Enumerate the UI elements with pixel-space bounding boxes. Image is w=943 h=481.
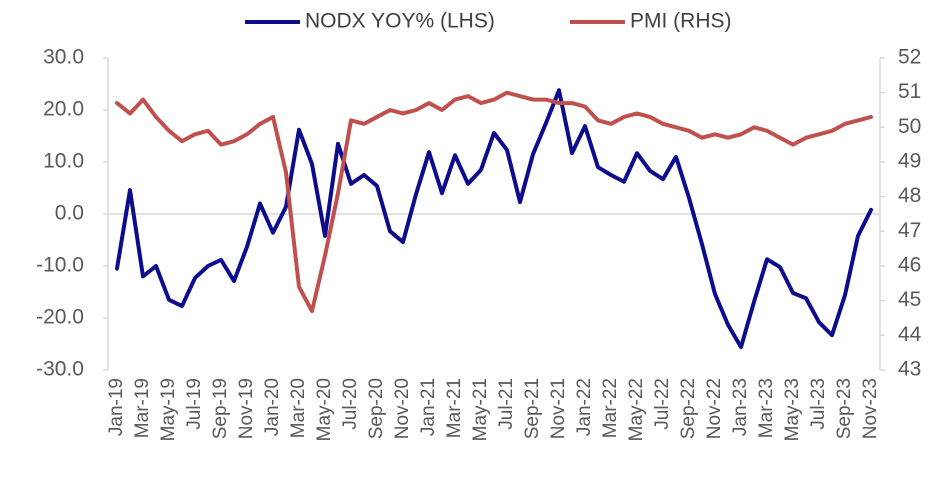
legend-label: PMI (RHS): [630, 10, 732, 33]
series-line: [115, 88, 873, 350]
y2-tick-label: 50: [898, 115, 921, 138]
x-tick-label: Mar-21: [444, 378, 465, 438]
x-tick-label: Jan-20: [262, 378, 283, 436]
y2-tick-label: 46: [898, 254, 921, 277]
x-tick-label: Jul-21: [496, 378, 517, 430]
x-tick-label: Sep-19: [210, 378, 231, 439]
x-tick-label: Sep-20: [366, 378, 387, 439]
x-tick-label: Jul-22: [652, 378, 673, 430]
x-tick-label: Nov-22: [704, 378, 725, 439]
x-tick-label: Nov-19: [236, 378, 257, 439]
x-tick-label: Sep-21: [522, 378, 543, 439]
y-tick-label: 30.0: [43, 46, 84, 69]
x-tick-label: Mar-19: [132, 378, 153, 438]
x-tick-label: Nov-20: [392, 378, 413, 439]
x-tick-label: Jul-19: [184, 378, 205, 430]
x-tick-label: Nov-21: [548, 378, 569, 439]
x-tick-label: Jul-20: [340, 378, 361, 430]
x-tick-label: Mar-20: [288, 378, 309, 438]
y2-tick-label: 49: [898, 150, 921, 173]
y2-tick-label: 48: [898, 184, 921, 207]
x-tick-label: May-23: [782, 378, 803, 441]
series-line: [115, 90, 873, 314]
x-tick-label: Mar-23: [756, 378, 777, 438]
x-tick-label: Sep-22: [678, 378, 699, 439]
x-tick-label: Nov-23: [860, 378, 881, 439]
y2-tick-label: 52: [898, 46, 921, 69]
x-tick-label: May-22: [626, 378, 647, 441]
x-tick-label: Jan-19: [106, 378, 127, 436]
y-tick-label: 0.0: [55, 202, 84, 225]
y-tick-label: -10.0: [36, 254, 84, 277]
x-tick-label: Jan-22: [574, 378, 595, 436]
x-tick-label: Sep-23: [834, 378, 855, 439]
y-tick-label: 20.0: [43, 98, 84, 121]
x-tick-label: May-21: [470, 378, 491, 441]
y2-tick-label: 44: [898, 323, 922, 346]
y-tick-label: -30.0: [36, 358, 84, 381]
y2-tick-label: 47: [898, 219, 921, 242]
y2-tick-label: 45: [898, 288, 921, 311]
y2-tick-label: 43: [898, 358, 921, 381]
y-tick-label: 10.0: [43, 150, 84, 173]
x-tick-label: Jul-23: [808, 378, 829, 430]
x-tick-label: May-19: [158, 378, 179, 441]
x-tick-label: Jan-23: [730, 378, 751, 436]
legend-label: NODX YOY% (LHS): [305, 10, 495, 33]
x-tick-label: Jan-21: [418, 378, 439, 436]
y2-tick-label: 51: [898, 80, 921, 103]
x-tick-label: May-20: [314, 378, 335, 441]
x-tick-label: Mar-22: [600, 378, 621, 438]
y-tick-label: -20.0: [36, 306, 84, 329]
